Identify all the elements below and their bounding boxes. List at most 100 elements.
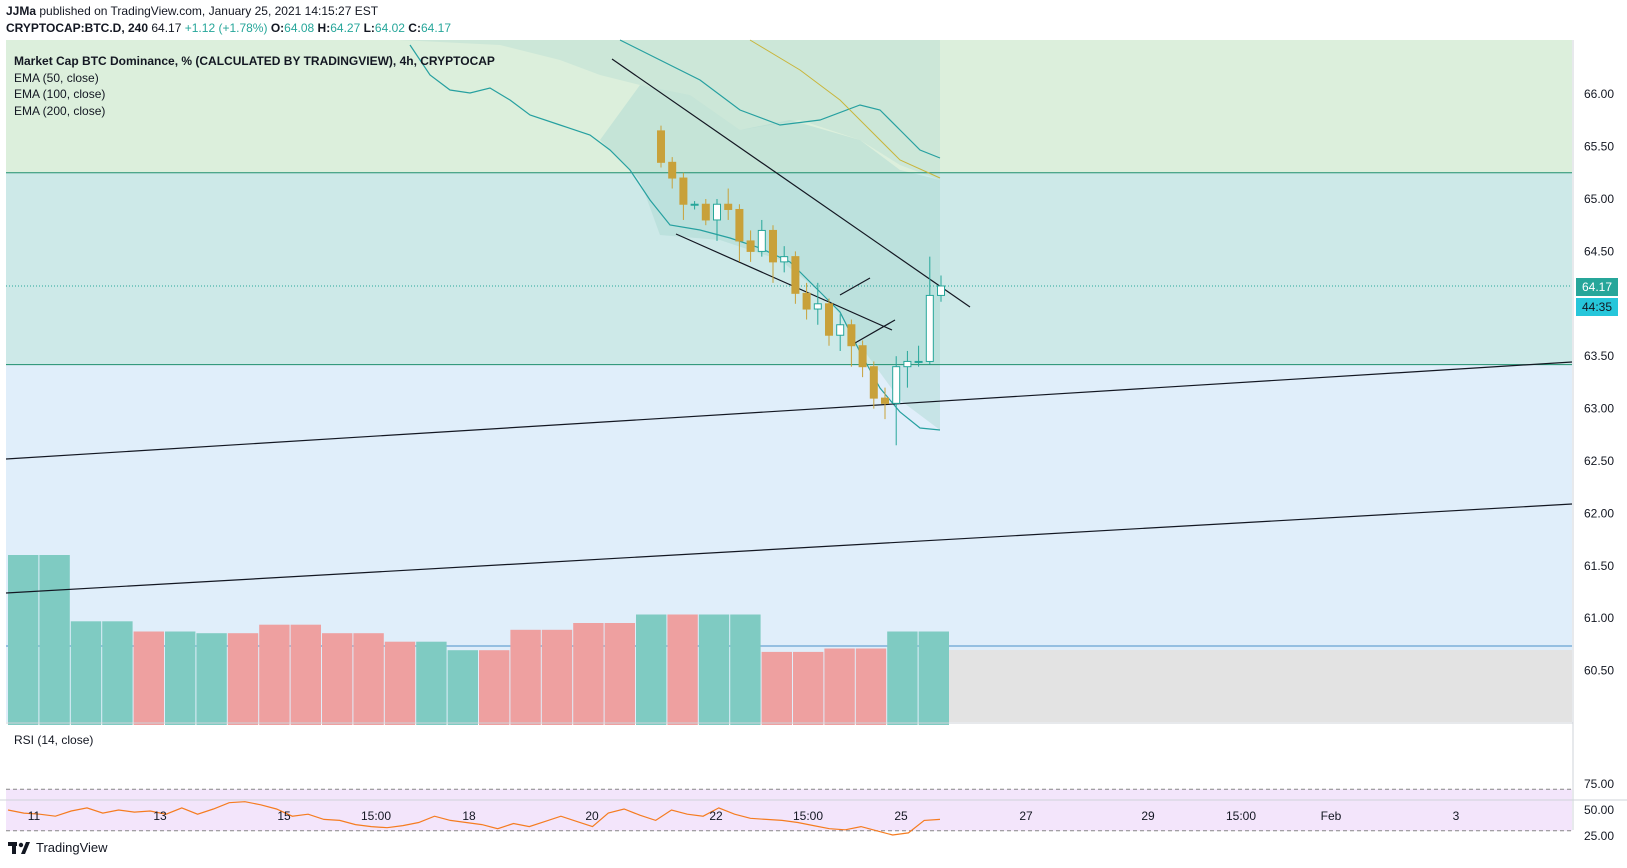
volume-bar (102, 621, 133, 725)
chart-header: JJMa published on TradingView.com, Janua… (0, 0, 1627, 36)
candle-body (679, 177, 688, 205)
price-tick-label: 65.00 (1584, 192, 1614, 206)
trend-line-0 (5, 361, 1573, 460)
ema-band-top (400, 40, 940, 180)
volume-bar (918, 631, 949, 725)
close-value: 64.17 (420, 21, 451, 35)
volume-bar (70, 621, 102, 725)
price-tick-label: 63.00 (1584, 402, 1614, 416)
trend-line-5 (854, 319, 896, 344)
volume-bar (416, 641, 447, 725)
low-value: 64.02 (374, 21, 405, 35)
candle-body (914, 360, 923, 363)
candle-body (701, 203, 710, 221)
time-tick-label: Feb (1321, 809, 1342, 823)
volume-bar (761, 651, 792, 725)
candle-body (757, 229, 766, 252)
volume-bar (8, 555, 39, 725)
volume-bars (8, 555, 949, 725)
candle-body (836, 324, 845, 336)
price-tick-label: 66.00 (1584, 87, 1614, 101)
volume-bar (133, 631, 164, 725)
time-tick-label: 15 (277, 809, 291, 823)
price-tick-label: 65.50 (1584, 140, 1614, 154)
legend-ema100[interactable]: EMA (100, close) (14, 87, 106, 101)
rsi-line (7, 801, 941, 836)
chart-legend: Market Cap BTC Dominance, % (CALCULATED … (14, 53, 495, 119)
legend-ema50[interactable]: EMA (50, close) (14, 70, 99, 85)
ema-200-line (749, 39, 941, 179)
time-tick-label: 25 (894, 809, 908, 823)
close-label: C: (408, 21, 421, 35)
time-tick-label: 15:00 (361, 809, 391, 823)
publish-line: JJMa published on TradingView.com, Janua… (6, 4, 378, 18)
candle-body (881, 397, 889, 404)
candle-body (657, 130, 665, 163)
candle-body (713, 203, 721, 221)
volume-bar (855, 648, 887, 725)
candle-body (802, 292, 811, 310)
candle-body (668, 161, 677, 179)
candle-body (791, 256, 800, 294)
volume-bar (353, 633, 384, 725)
volume-bar (259, 624, 290, 725)
volume-bar (793, 651, 824, 725)
symbol-name: CRYPTOCAP:BTC.D, 240 (6, 21, 149, 35)
volume-bar (322, 633, 353, 725)
last-price: 64.17 (151, 21, 182, 35)
footer-brand[interactable]: TradingView (8, 840, 108, 855)
author-name[interactable]: JJMa (6, 4, 37, 18)
time-tick-label: 15:00 (793, 809, 823, 823)
rsi-tick-label: 25.00 (1584, 829, 1614, 843)
candle-body (825, 303, 833, 336)
price-axis-bg (1573, 40, 1627, 800)
trend-line-4 (839, 277, 871, 296)
trend-line-2 (611, 58, 971, 308)
volume-bar (887, 631, 918, 725)
last-price-tag: 64.17 (1576, 278, 1618, 296)
rsi-tick-label: 50.00 (1584, 803, 1614, 817)
candles (657, 125, 945, 446)
high-value: 64.27 (330, 21, 361, 35)
trend-line-3 (675, 233, 893, 331)
volume-bar (479, 650, 510, 725)
volume-bar (824, 648, 855, 725)
volume-bar (604, 623, 635, 725)
low-label: L: (363, 21, 375, 35)
legend-ema200[interactable]: EMA (200, close) (14, 103, 106, 118)
time-tick-label: 3 (1453, 809, 1460, 823)
high-label: H: (317, 21, 331, 35)
trend-line-1 (5, 503, 1573, 594)
price-tick-label: 61.00 (1584, 611, 1614, 625)
candle-body (925, 294, 934, 362)
candle-body (858, 345, 867, 368)
volume-bar (447, 650, 478, 725)
legend-title[interactable]: Market Cap BTC Dominance, % (CALCULATED … (14, 54, 495, 68)
volume-bar (698, 614, 730, 725)
candle-body (780, 256, 789, 263)
rsi-legend[interactable]: RSI (14, close) (14, 733, 94, 747)
zone-upper (6, 40, 1572, 173)
open-value: 64.08 (284, 21, 315, 35)
ohlc-line: CRYPTOCAP:BTC.D, 240 64.17 +1.12 (+1.78%… (6, 21, 451, 35)
volume-bar (290, 624, 321, 725)
candle-body (903, 360, 912, 368)
time-tick-label: 11 (28, 809, 41, 823)
time-tick-label: 20 (585, 809, 599, 823)
time-axis: 11 13 15 15:00 18 20 22 15:00 25 27 29 15:00 Feb 3 (0, 799, 1627, 823)
volume-bar (384, 641, 416, 725)
volume-bar (636, 614, 667, 725)
trend-lines (5, 58, 1573, 594)
candle-body (724, 203, 733, 210)
published-text: published on TradingView.com, January 25… (39, 4, 379, 18)
tradingview-logo-icon (8, 841, 30, 854)
open-label: O: (270, 21, 285, 35)
time-tick-label: 22 (709, 809, 723, 823)
volume-bar (165, 631, 196, 725)
volume-bar (39, 555, 70, 725)
volume-bar (227, 633, 259, 725)
volume-empty-area (945, 650, 1572, 722)
brand-text: TradingView (36, 840, 108, 855)
price-tick-label: 62.00 (1584, 506, 1614, 520)
